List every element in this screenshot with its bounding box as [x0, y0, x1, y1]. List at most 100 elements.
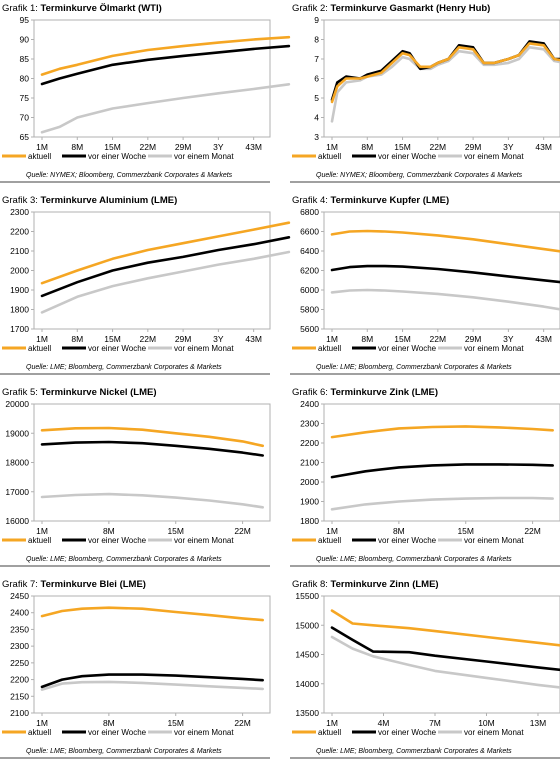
chart-title-prefix: Grafik 8: — [292, 579, 331, 590]
x-tick-label: 1M — [36, 334, 48, 344]
chart-panel-1: Grafik 1: Terminkurve Ölmarkt (WTI) 65 70 7… — [0, 3, 291, 183]
plot-frame — [33, 19, 271, 138]
y-tick-label: 1800 — [10, 305, 29, 315]
legend-label-monat: vor einem Monat — [174, 152, 234, 161]
y-tick-label: 2350 — [10, 624, 29, 634]
series-line-aktuell — [40, 35, 291, 76]
legend-label-aktuell: aktuell — [318, 344, 341, 353]
x-tick-label: 10M — [478, 718, 495, 728]
y-tick-label: 2250 — [10, 658, 29, 668]
series-line-monat — [40, 83, 291, 134]
chart-panel-5: Grafik 5: Terminkurve Nickel (LME) 16000 1… — [0, 387, 271, 567]
chart-source: Quelle: LME; Bloomberg, Commerzbank Corp… — [26, 364, 222, 371]
legend-label-woche: vor einer Woche — [88, 728, 147, 737]
chart-source: Quelle: LME; Bloomberg, Commerzbank Corp… — [316, 364, 512, 371]
x-tick-label: 8M — [71, 142, 83, 152]
y-tick-label: 2100 — [10, 708, 29, 718]
y-tick-label: 1700 — [10, 324, 29, 334]
x-tick-label: 8M — [361, 142, 373, 152]
series-line-woche — [40, 440, 265, 457]
x-tick-label: 15M — [104, 334, 121, 344]
x-tick-label: 3Y — [503, 142, 514, 152]
legend-label-aktuell: aktuell — [28, 536, 51, 545]
chart-title: Grafik 5: Terminkurve Nickel (LME) — [2, 387, 157, 398]
series-line-aktuell — [40, 426, 265, 448]
x-tick-label: 8M — [393, 526, 405, 536]
x-tick-label: 4M — [378, 718, 390, 728]
series-line-monat — [40, 492, 265, 509]
x-tick-label: 1M — [326, 718, 338, 728]
y-tick-label: 2100 — [300, 458, 319, 468]
chart-source: Quelle: LME; Bloomberg, Commerzbank Corp… — [316, 556, 512, 563]
y-tick-label: 14500 — [295, 650, 319, 660]
x-tick-label: 3Y — [213, 142, 224, 152]
y-tick-label: 2300 — [300, 419, 319, 429]
series-line-woche — [330, 463, 555, 479]
chart-source: Quelle: LME; Bloomberg, Commerzbank Corp… — [26, 556, 222, 563]
chart-panel-3: Grafik 3: Terminkurve Aluminium (LME) 170… — [0, 195, 291, 375]
y-tick-label: 2200 — [10, 227, 29, 237]
x-tick-label: 1M — [326, 526, 338, 536]
plot-frame — [33, 595, 271, 714]
chart-panel-7: Grafik 7: Terminkurve Blei (LME) 2100 2150… — [0, 579, 271, 759]
y-tick-label: 17000 — [5, 487, 29, 497]
y-tick-label: 6400 — [300, 246, 319, 256]
chart-title: Grafik 7: Terminkurve Blei (LME) — [2, 579, 146, 590]
x-tick-label: 15M — [167, 718, 184, 728]
y-tick-label: 6800 — [300, 207, 319, 217]
x-tick-label: 1M — [326, 142, 338, 152]
x-tick-label: 3Y — [213, 334, 224, 344]
series-line-woche — [330, 264, 560, 284]
x-tick-label: 22M — [524, 526, 541, 536]
x-tick-label: 29M — [175, 142, 192, 152]
x-tick-label: 29M — [175, 334, 192, 344]
legend-label-aktuell: aktuell — [318, 152, 341, 161]
x-tick-label: 1M — [36, 526, 48, 536]
chart-title: Grafik 6: Terminkurve Zink (LME) — [292, 387, 438, 398]
chart-panel-6: Grafik 6: Terminkurve Zink (LME) 1800 1900… — [290, 387, 560, 567]
y-tick-label: 19000 — [5, 428, 29, 438]
legend-label-aktuell: aktuell — [318, 728, 341, 737]
x-tick-label: 15M — [104, 142, 121, 152]
y-tick-label: 4 — [314, 113, 319, 123]
legend-label-woche: vor einer Woche — [378, 152, 437, 161]
y-tick-label: 70 — [20, 113, 30, 123]
y-tick-label: 2150 — [10, 691, 29, 701]
x-tick-label: 15M — [394, 334, 411, 344]
y-tick-label: 6000 — [300, 285, 319, 295]
series-line-woche — [330, 626, 560, 672]
series-line-aktuell — [330, 609, 560, 647]
x-tick-label: 7M — [429, 718, 441, 728]
series-line-aktuell — [330, 42, 560, 104]
y-tick-label: 2300 — [10, 207, 29, 217]
series-line-monat — [330, 496, 555, 511]
chart-panel-4: Grafik 4: Terminkurve Kupfer (LME) 5600 58… — [290, 195, 560, 375]
chart-source: Quelle: NYMEX; Bloomberg, Commerzbank Co… — [316, 172, 523, 179]
chart-source: Quelle: LME; Bloomberg, Commerzbank Corp… — [316, 748, 512, 755]
legend-label-woche: vor einer Woche — [378, 536, 437, 545]
x-tick-label: 8M — [103, 718, 115, 728]
chart-title-prefix: Grafik 3: — [2, 195, 41, 206]
chart-title-prefix: Grafik 4: — [292, 195, 331, 206]
chart-title-main: Terminkurve Kupfer (LME) — [331, 195, 450, 206]
chart-title-prefix: Grafik 6: — [292, 387, 331, 398]
x-tick-label: 1M — [36, 718, 48, 728]
x-tick-label: 8M — [71, 334, 83, 344]
legend-label-woche: vor einer Woche — [88, 536, 147, 545]
y-tick-label: 2450 — [10, 591, 29, 601]
chart-title-main: Terminkurve Gasmarkt (Henry Hub) — [331, 3, 491, 14]
y-tick-label: 15000 — [295, 620, 319, 630]
x-tick-label: 8M — [361, 334, 373, 344]
y-tick-label: 15500 — [295, 591, 319, 601]
x-tick-label: 15M — [167, 526, 184, 536]
x-tick-label: 22M — [430, 334, 447, 344]
plot-frame — [323, 595, 560, 714]
chart-title-prefix: Grafik 7: — [2, 579, 41, 590]
chart-panel-8: Grafik 8: Terminkurve Zinn (LME) 13500 140… — [290, 579, 560, 759]
series-line-aktuell — [40, 221, 291, 285]
y-tick-label: 65 — [20, 132, 30, 142]
x-tick-label: 22M — [140, 142, 157, 152]
series-line-monat — [40, 680, 265, 691]
y-tick-label: 1900 — [300, 497, 319, 507]
